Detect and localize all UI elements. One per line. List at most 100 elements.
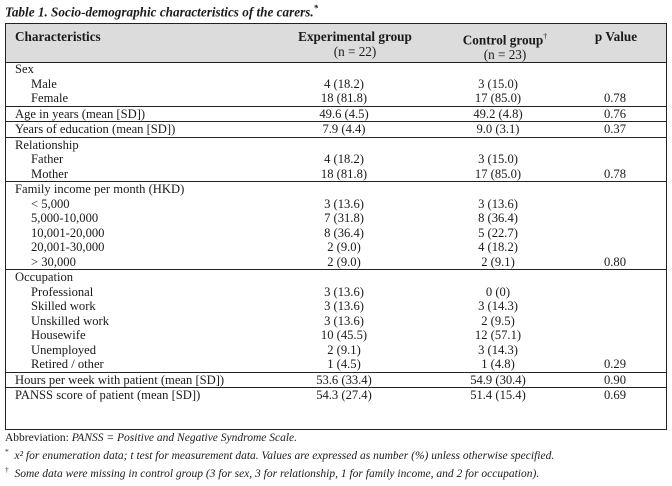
table-row: 10,001-20,000 8 (36.4) 5 (22.7) (6, 226, 666, 241)
header-experimental-n: (n = 22) (333, 44, 377, 59)
table-row: Skilled work 3 (13.6) 3 (14.3) (6, 299, 666, 314)
cell-p-value: 0.80 (603, 254, 627, 269)
table-row: 5,000-10,000 7 (31.8) 8 (36.4) (6, 211, 666, 226)
table-row: Age in years (mean [SD]) 49.6 (4.5) 49.2 (… (6, 105, 666, 122)
cell-experimental: 3 (13.6) (324, 284, 364, 299)
table-row: Unemployed 2 (9.1) 3 (14.3) (6, 343, 666, 358)
cell-control: 4 (18.2) (478, 240, 518, 254)
cell-control: 49.2 (4.8) (473, 106, 523, 121)
cell-p-value: 0.78 (603, 91, 627, 105)
cell-p-value: 0.76 (603, 106, 627, 121)
cell-control: 9.0 (3.1) (476, 122, 520, 136)
cell-control: 3 (14.3) (478, 342, 518, 357)
cell-control: 3 (15.0) (478, 152, 518, 166)
row-label: Retired / other (31, 357, 104, 371)
row-label: 10,001-20,000 (31, 225, 105, 240)
table-row: Professional 3 (13.6) 0 (0) (6, 285, 666, 300)
footnote-1-text: x² for enumeration data; t test for meas… (14, 450, 555, 463)
footnote-2: † Some data were missing in control grou… (5, 463, 667, 481)
caption-mark: * (313, 3, 319, 13)
cell-p-value: 0.29 (603, 357, 627, 371)
cell-control: 3 (13.6) (478, 196, 518, 211)
abbreviation-text: PANSS = Positive and Negative Syndrome S… (71, 432, 298, 444)
row-label: Occupation (15, 270, 74, 284)
table-row: Retired / other 1 (4.5) 1 (4.8) 0.29 (6, 357, 666, 372)
row-label: Age in years (mean [SD]) (15, 106, 146, 121)
data-table: Characteristics Experimental group (n = … (5, 23, 667, 430)
table-caption: Table 1. Socio-demographic characteristi… (5, 3, 318, 20)
row-label: Housewife (31, 328, 86, 342)
cell-p-value: 0.90 (603, 372, 627, 387)
cell-control: 3 (15.0) (478, 76, 518, 91)
cell-experimental: 54.3 (27.4) (316, 388, 372, 402)
row-label: Family income per month (HKD) (15, 182, 185, 196)
cell-control: 17 (85.0) (474, 91, 522, 105)
row-label: Years of education (mean [SD]) (15, 122, 176, 136)
table-row: > 30,000 2 (9.0) 2 (9.1) 0.80 (6, 255, 666, 270)
row-label: Skilled work (31, 299, 96, 313)
row-label: 20,001-30,000 (31, 240, 105, 254)
cell-experimental: 8 (36.4) (324, 225, 364, 240)
row-label: Unskilled work (31, 313, 110, 328)
caption-text: Table 1. Socio-demographic characteristi… (5, 4, 314, 20)
row-label: > 30,000 (31, 254, 76, 269)
cell-control: 54.9 (30.4) (470, 372, 526, 387)
cell-experimental: 2 (9.0) (327, 254, 361, 269)
cell-control: 51.4 (15.4) (470, 388, 526, 402)
cell-p-value: 0.37 (603, 122, 627, 136)
cell-experimental: 7.9 (4.4) (322, 122, 366, 136)
footnote-1-mark: * (5, 447, 9, 457)
table-row: Years of education (mean [SD]) 7.9 (4.4) 9… (6, 121, 666, 137)
header-control-mark: † (543, 32, 548, 41)
table-row: PANSS score of patient (mean [SD]) 54.3 (… (6, 387, 666, 403)
cell-control: 17 (85.0) (474, 166, 522, 181)
table-row: 20,001-30,000 2 (9.0) 4 (18.2) (6, 240, 666, 255)
row-label: Hours per week with patient (mean [SD]) (15, 372, 225, 387)
table-row: Mother 18 (81.8) 17 (85.0) 0.78 (6, 167, 666, 182)
table-row: Male 4 (18.2) 3 (15.0) (6, 77, 666, 92)
row-label: Sex (15, 62, 34, 76)
table-row: Occupation (6, 269, 666, 285)
row-label: < 5,000 (31, 196, 70, 211)
header-characteristics: Characteristics (15, 29, 101, 44)
footnote-2-mark: † (5, 465, 9, 475)
cell-experimental: 3 (13.6) (324, 313, 364, 328)
header-control-group: Control group† (n = 23) (418, 29, 592, 62)
row-label: Unemployed (31, 342, 97, 357)
table-row: Relationship (6, 136, 666, 153)
table-header: Characteristics Experimental group (n = … (6, 24, 666, 63)
footnote-1: * x² for enumeration data; t test for me… (5, 445, 667, 463)
cell-p-value: 0.78 (603, 166, 627, 181)
header-experimental-label: Experimental group (298, 29, 412, 44)
table-row: Sex (6, 62, 666, 77)
header-control-n: (n = 23) (483, 47, 527, 63)
row-label: 5,000-10,000 (31, 211, 99, 225)
table-row: Unskilled work 3 (13.6) 2 (9.5) (6, 314, 666, 329)
row-label: Relationship (15, 137, 79, 152)
abbreviation-label: Abbreviation: (5, 432, 72, 444)
row-label: Mother (31, 166, 69, 181)
table-row: < 5,000 3 (13.6) 3 (13.6) (6, 197, 666, 212)
table-row: Housewife 10 (45.5) 12 (57.1) (6, 328, 666, 343)
cell-experimental: 4 (18.2) (324, 76, 364, 91)
row-label: Female (31, 91, 69, 105)
header-p-value: p Value (594, 29, 638, 44)
cell-control: 8 (36.4) (478, 211, 518, 225)
abbreviation-note: Abbreviation: PANSS = Positive and Negat… (5, 431, 667, 445)
cell-control: 1 (4.8) (481, 357, 515, 371)
cell-experimental: 49.6 (4.5) (319, 106, 369, 121)
row-label: Male (31, 76, 57, 91)
table-notes: Abbreviation: PANSS = Positive and Negat… (5, 431, 667, 481)
cell-experimental: 18 (81.8) (320, 91, 368, 105)
cell-control: 12 (57.1) (474, 328, 522, 342)
cell-control: 2 (9.5) (481, 313, 515, 328)
row-label: Professional (31, 284, 94, 299)
footnote-2-text: Some data were missing in control group … (14, 468, 540, 481)
header-control-label: Control group (462, 32, 544, 48)
table-row: Female 18 (81.8) 17 (85.0) 0.78 (6, 91, 666, 106)
cell-control: 2 (9.1) (481, 254, 515, 269)
row-label: Father (31, 152, 64, 166)
cell-control: 0 (0) (485, 284, 511, 299)
cell-experimental: 7 (31.8) (324, 211, 364, 225)
cell-experimental: 10 (45.5) (320, 328, 368, 342)
